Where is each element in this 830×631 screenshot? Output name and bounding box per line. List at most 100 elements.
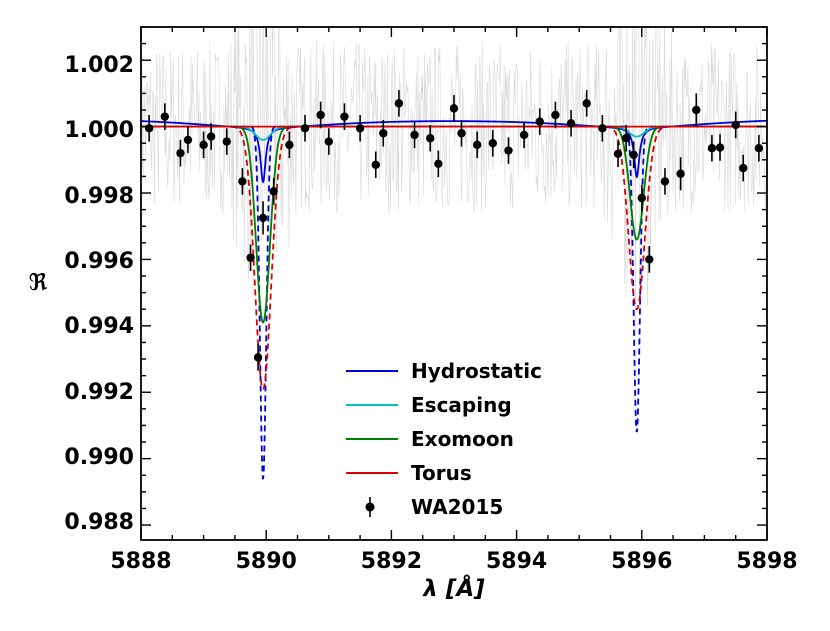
legend-label-hydrostatic: Hydrostatic — [411, 359, 542, 383]
data-point — [426, 124, 435, 152]
legend-marker-wa2015 — [365, 502, 375, 512]
data-point — [676, 157, 685, 191]
data-point — [316, 101, 325, 129]
point-marker — [613, 149, 623, 159]
axis-ticks — [140, 26, 768, 540]
point-marker — [566, 119, 576, 128]
data-point — [457, 119, 466, 147]
data-point — [238, 168, 247, 195]
point-marker — [246, 253, 255, 262]
legend-label-exomoon: Exomoon — [411, 427, 514, 451]
series-line-escaping — [141, 125, 767, 141]
legend-label-escaping: Escaping — [411, 393, 512, 417]
legend-label-wa2015: WA2015 — [411, 495, 503, 519]
model-lines — [141, 119, 767, 480]
data-point — [253, 344, 263, 371]
point-marker — [715, 143, 725, 152]
x-tick-label: 5894 — [486, 549, 547, 574]
data-point — [222, 128, 231, 155]
data-point — [434, 150, 443, 178]
point-marker — [238, 177, 247, 186]
point-marker — [222, 137, 231, 146]
point-marker — [316, 110, 325, 120]
y-tick-label: 0.994 — [64, 314, 134, 339]
y-tick-label: 0.988 — [64, 510, 134, 535]
data-point — [269, 178, 278, 205]
data-point — [449, 95, 459, 122]
data-point — [199, 131, 208, 159]
point-marker — [457, 129, 466, 138]
data-point — [731, 111, 740, 139]
point-marker — [472, 140, 482, 150]
point-marker — [645, 255, 654, 264]
data-point — [355, 114, 365, 142]
data-point — [613, 140, 623, 168]
point-marker — [269, 187, 278, 196]
x-tick-label: 5896 — [611, 549, 672, 574]
point-marker — [754, 143, 764, 153]
point-marker — [582, 99, 591, 108]
point-marker — [692, 105, 701, 115]
y-tick-label: 0.990 — [64, 445, 134, 470]
y-tick-label: 1.000 — [64, 118, 134, 143]
data-point — [504, 137, 513, 164]
legend: Hydrostatic Escaping Exomoon Torus WA201… — [346, 359, 542, 519]
data-point — [598, 114, 607, 142]
observed-points — [144, 90, 764, 371]
data-point — [566, 110, 576, 137]
data-point — [285, 131, 294, 159]
data-point — [551, 101, 560, 129]
x-tick-label: 5892 — [361, 549, 422, 574]
point-marker — [160, 112, 169, 121]
legend-label-torus: Torus — [411, 461, 472, 485]
data-point — [645, 246, 654, 273]
data-point — [300, 114, 310, 142]
data-point — [488, 129, 498, 157]
point-marker — [340, 112, 349, 121]
point-marker — [371, 160, 380, 169]
point-marker — [731, 120, 740, 130]
x-tick-label: 5898 — [736, 549, 797, 574]
data-point — [535, 108, 544, 135]
y-axis-label: ℜ — [29, 270, 48, 296]
noise-trace — [141, 27, 767, 336]
point-marker — [676, 169, 685, 178]
data-point — [410, 121, 419, 149]
data-point — [715, 134, 725, 161]
point-marker — [324, 137, 333, 146]
point-marker — [258, 213, 268, 223]
point-marker — [379, 129, 388, 138]
y-tick-label: 0.992 — [64, 380, 134, 405]
data-point — [324, 128, 333, 155]
data-point — [637, 184, 646, 212]
data-point — [660, 168, 670, 195]
data-point — [176, 139, 185, 167]
data-point — [692, 93, 701, 127]
point-marker — [285, 140, 294, 150]
point-marker — [449, 104, 459, 113]
data-point — [206, 123, 216, 150]
series-line-exomoon — [141, 125, 767, 324]
data-point — [160, 103, 169, 130]
data-point — [629, 141, 638, 169]
point-marker — [535, 117, 544, 126]
point-marker — [739, 163, 748, 173]
y-tick-label: 1.002 — [64, 53, 134, 78]
y-tick-label: 0.996 — [64, 249, 134, 274]
data-point — [621, 124, 631, 152]
point-marker — [300, 124, 310, 133]
series-line-torus-dashed — [141, 125, 767, 390]
data-point — [340, 103, 349, 130]
y-tick-label: 0.998 — [64, 184, 134, 209]
point-marker — [621, 134, 631, 143]
x-tick-label: 5890 — [236, 549, 297, 574]
point-marker — [707, 143, 717, 153]
point-marker — [410, 130, 419, 140]
point-marker — [355, 124, 365, 133]
point-marker — [183, 135, 193, 145]
data-point — [371, 151, 380, 179]
background-noise-band — [141, 27, 767, 336]
x-tick-labels: 5888 5890 5892 5894 5896 5898 — [110, 549, 797, 574]
point-marker — [629, 150, 638, 160]
